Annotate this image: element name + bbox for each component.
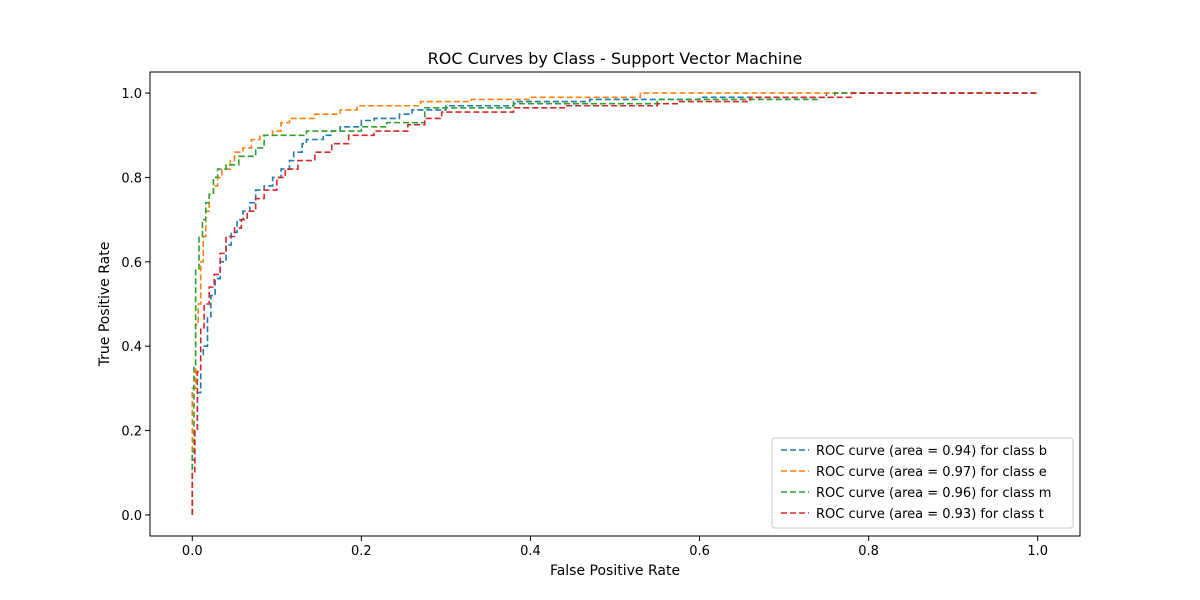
x-tick-label: 0.4	[520, 544, 541, 559]
plot-area-frame	[149, 71, 1081, 537]
x-axis-ticks: 0.0 0.2 0.4 0.6 0.8 1.0	[182, 536, 1048, 559]
y-tick-label: 1.0	[121, 87, 142, 102]
curves-layer	[191, 92, 1038, 515]
legend-label: ROC curve (area = 0.94) for class b	[816, 444, 1047, 459]
x-tick-label: 0.0	[182, 544, 203, 559]
roc-curve-series-1	[191, 92, 1038, 515]
legend-label: ROC curve (area = 0.96) for class m	[816, 486, 1051, 501]
x-tick-label: 0.8	[858, 544, 879, 559]
y-axis-label: True Positive Rate	[97, 242, 113, 368]
legend-box	[771, 437, 1074, 529]
x-axis-label: False Positive Rate	[550, 563, 680, 579]
legend-items: ROC curve (area = 0.94) for class b ROC c…	[781, 444, 1051, 522]
legend-label: ROC curve (area = 0.97) for class e	[816, 465, 1047, 480]
y-tick-label: 0.2	[121, 425, 142, 440]
roc-curve-series-3	[191, 92, 1038, 515]
y-tick-label: 0.4	[121, 340, 142, 355]
chart-title: ROC Curves by Class - Support Vector Mac…	[428, 49, 803, 68]
legend-label: ROC curve (area = 0.93) for class t	[816, 507, 1044, 522]
x-tick-label: 0.6	[689, 544, 710, 559]
roc-curve-series-2	[191, 92, 1038, 515]
y-tick-label: 0.8	[121, 171, 142, 186]
x-tick-label: 0.2	[351, 544, 372, 559]
y-axis-ticks: 0.0 0.2 0.4 0.6 0.8 1.0	[121, 87, 150, 524]
x-tick-label: 1.0	[1027, 544, 1048, 559]
y-tick-label: 0.0	[121, 509, 142, 524]
legend: ROC curve (area = 0.94) for class b ROC c…	[771, 437, 1074, 529]
y-tick-label: 0.6	[121, 256, 142, 271]
